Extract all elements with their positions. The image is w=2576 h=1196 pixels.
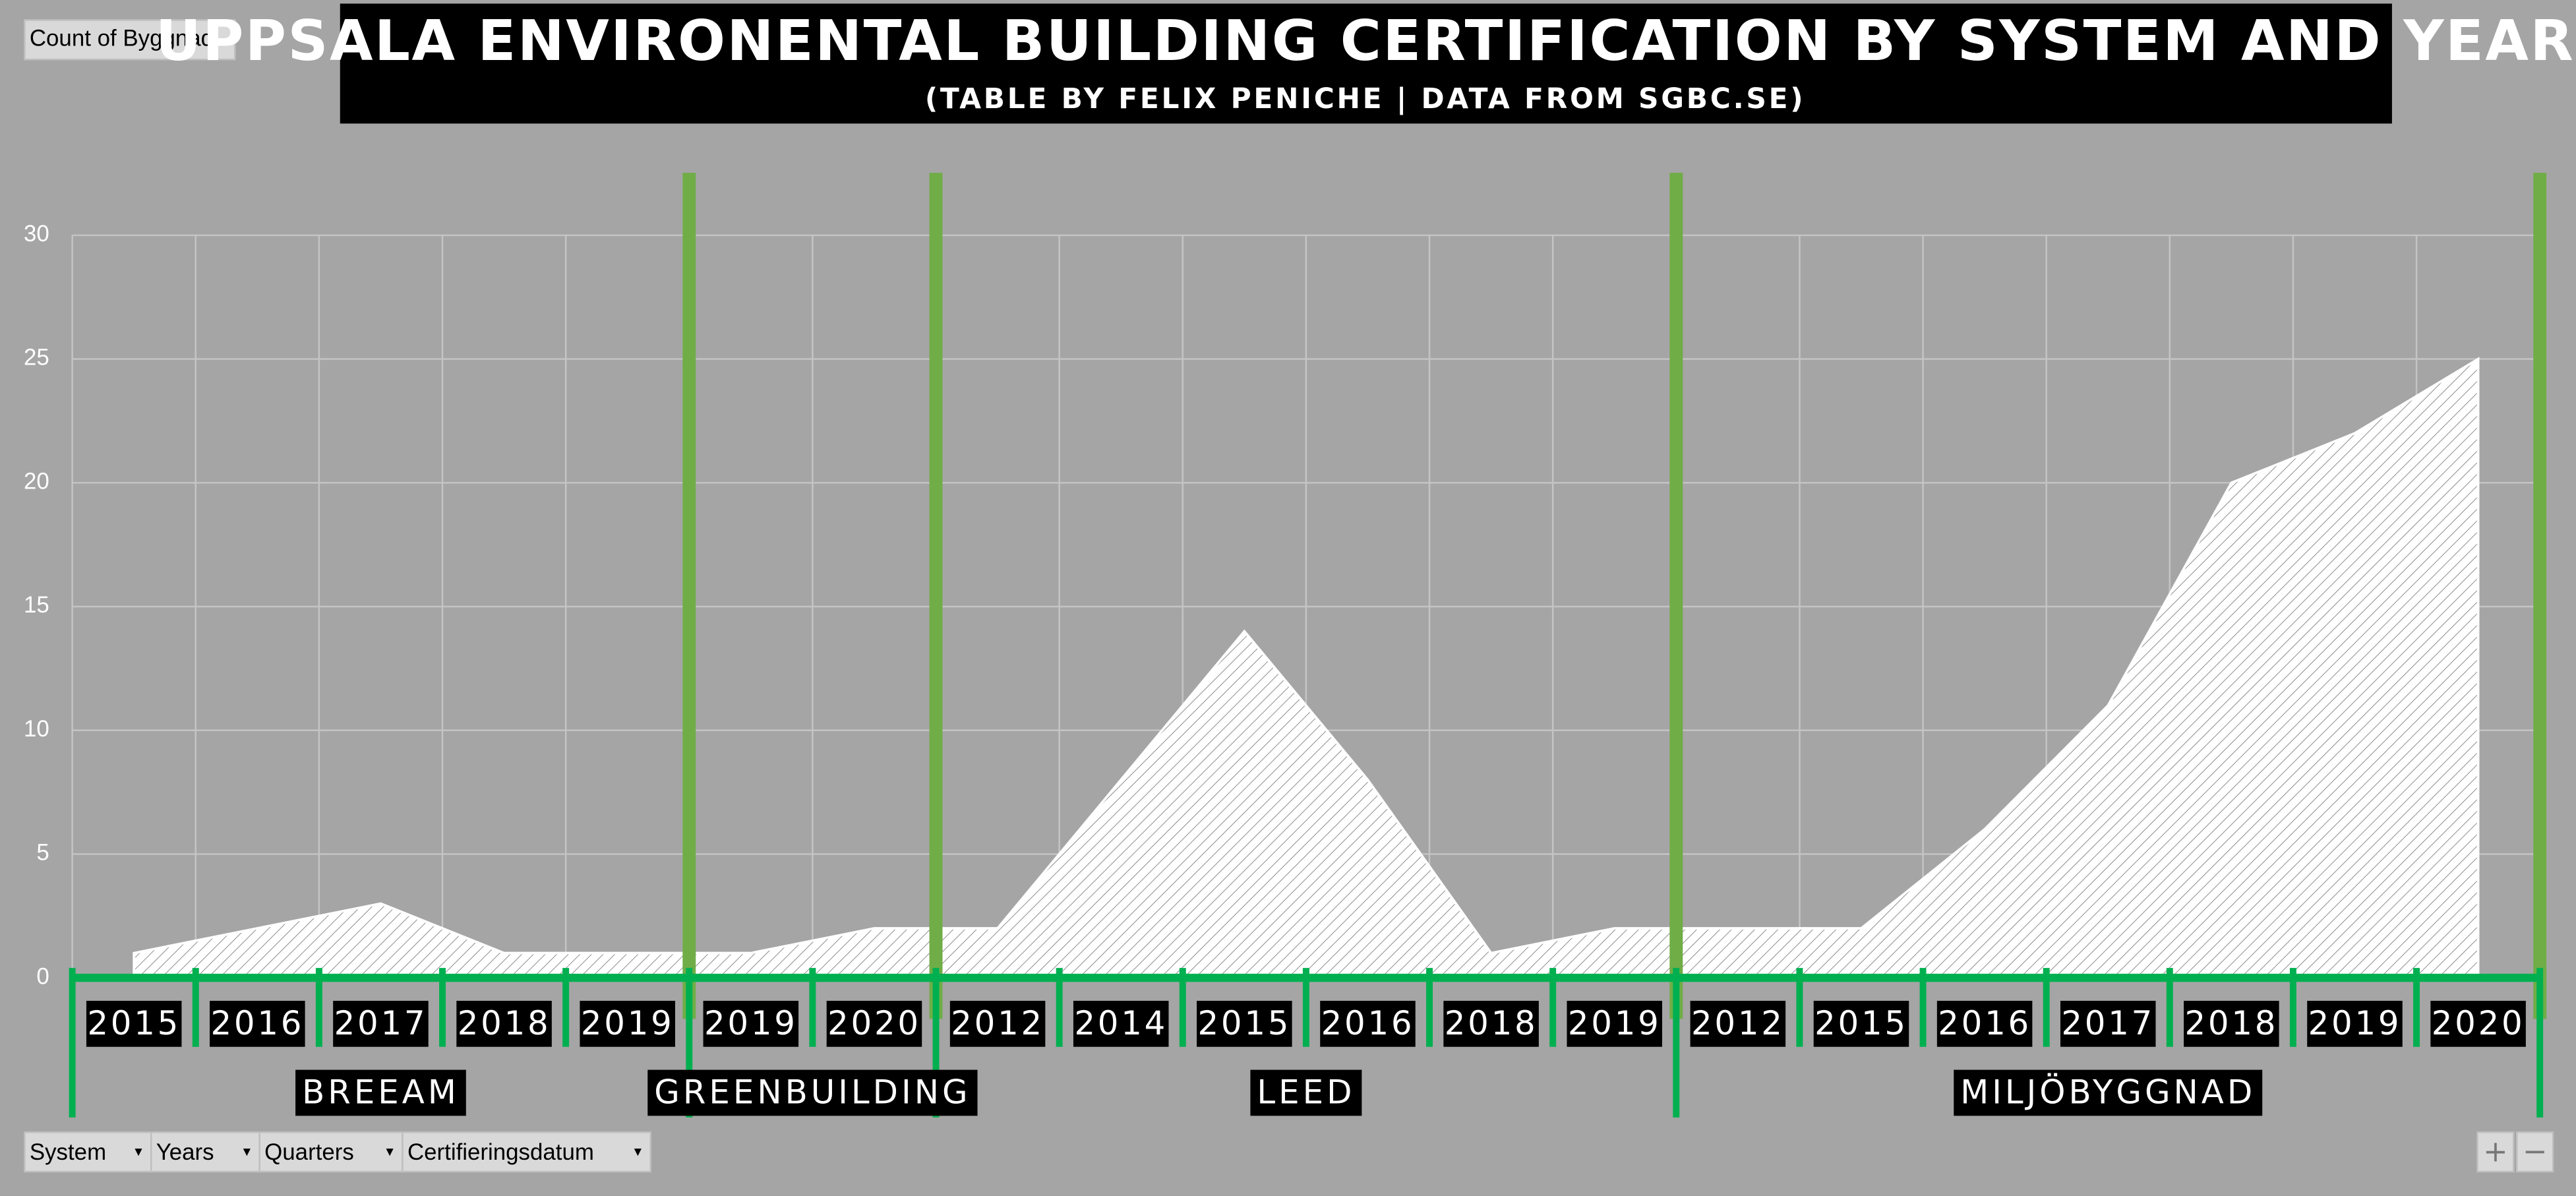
filter-arrow[interactable]: ▾ <box>634 1143 642 1160</box>
category-label-box <box>1567 1000 1662 1047</box>
y-tick-label: 5 <box>36 840 49 866</box>
group-label: GREENBUILDING <box>654 1073 971 1111</box>
filter-button-label[interactable]: Certifieringsdatum <box>407 1139 594 1165</box>
zoom-button-label[interactable]: − <box>2523 1134 2548 1169</box>
zoom-button[interactable] <box>2516 1131 2554 1173</box>
group-label-box <box>1954 1069 2263 1116</box>
chart-title: UPPSALA ENVIRONENTAL BUILDING CERTIFICAT… <box>156 8 2575 73</box>
x-tick-label: 2019 <box>1568 1004 1662 1042</box>
filter-button[interactable] <box>402 1131 651 1173</box>
category-label-box <box>1690 1000 1786 1047</box>
category-label-box <box>703 1000 799 1047</box>
category-label-box <box>210 1000 305 1047</box>
filter-arrow[interactable]: ▾ <box>243 1143 251 1160</box>
zoom-button-label[interactable]: + <box>2483 1134 2508 1169</box>
x-tick-label: 2016 <box>210 1004 304 1042</box>
y-tick-label: 30 <box>24 221 49 247</box>
y-tick-label: 20 <box>24 468 49 494</box>
filter-button[interactable] <box>258 1131 404 1173</box>
title-box <box>340 3 2392 124</box>
category-label-box <box>1320 1000 1416 1047</box>
y-tick-label: 0 <box>36 963 49 989</box>
group-label-box <box>295 1069 466 1116</box>
x-tick-label: 2019 <box>704 1004 798 1042</box>
filter-button[interactable] <box>24 1131 152 1173</box>
category-label-box <box>2307 1000 2403 1047</box>
y-tick-label: 25 <box>24 345 49 371</box>
x-tick-label: 2012 <box>1691 1004 1785 1042</box>
area <box>133 357 2480 979</box>
x-tick-label: 2016 <box>1321 1004 1415 1042</box>
filter-button-label[interactable]: Years <box>156 1139 214 1165</box>
group-label: BREEAM <box>302 1073 460 1111</box>
x-tick-label: 2015 <box>1814 1004 1908 1042</box>
x-tick-label: 2012 <box>951 1004 1044 1042</box>
category-label-box <box>826 1000 922 1047</box>
field-button-label[interactable]: Count of Byggnad <box>30 26 214 51</box>
field-button[interactable] <box>24 19 236 61</box>
group-label-box <box>1250 1069 1362 1116</box>
category-label-box <box>2184 1000 2279 1047</box>
x-tick-label: 2020 <box>2432 1004 2525 1042</box>
group-label: MILJÖBYGGNAD <box>1960 1073 2256 1111</box>
x-tick-label: 2014 <box>1074 1004 1168 1042</box>
filter-button-label[interactable]: System <box>30 1139 106 1165</box>
x-tick-label: 2018 <box>1445 1004 1538 1042</box>
filter-arrow[interactable]: ▾ <box>135 1143 142 1160</box>
category-label-box <box>2430 1000 2526 1047</box>
chart-subtitle: (TABLE BY FELIX PENICHE | DATA FROM SGBC… <box>925 82 1806 115</box>
category-label-box <box>1936 1000 2033 1047</box>
x-tick-label: 2018 <box>2184 1004 2278 1042</box>
category-label-box <box>1197 1000 1292 1047</box>
x-tick-label: 2017 <box>334 1004 428 1042</box>
x-tick-label: 2018 <box>458 1004 551 1042</box>
x-tick-label: 2017 <box>2061 1004 2155 1042</box>
x-tick-label: 2020 <box>827 1004 921 1042</box>
y-tick-label: 10 <box>24 716 49 742</box>
x-tick-label: 2019 <box>2308 1004 2402 1042</box>
category-label-box <box>1073 1000 1169 1047</box>
zoom-button[interactable] <box>2476 1131 2515 1173</box>
category-label-box <box>580 1000 675 1047</box>
category-label-box <box>949 1000 1046 1047</box>
x-tick-label: 2016 <box>1938 1004 2031 1042</box>
category-label-box <box>333 1000 429 1047</box>
y-tick-label: 15 <box>24 592 49 618</box>
category-label-box <box>456 1000 552 1047</box>
x-tick-label: 2019 <box>581 1004 674 1042</box>
x-tick-label: 2015 <box>1197 1004 1291 1042</box>
filter-button[interactable] <box>150 1131 260 1173</box>
category-label-box <box>1813 1000 1909 1047</box>
filter-button-label[interactable]: Quarters <box>264 1139 354 1165</box>
filter-arrow[interactable]: ▾ <box>386 1143 394 1160</box>
category-label-box <box>2060 1000 2156 1047</box>
group-label: LEED <box>1257 1073 1355 1111</box>
category-label-box <box>86 1000 182 1047</box>
x-tick-label: 2015 <box>87 1004 181 1042</box>
group-label-box <box>647 1069 978 1116</box>
category-label-box <box>1443 1000 1539 1047</box>
